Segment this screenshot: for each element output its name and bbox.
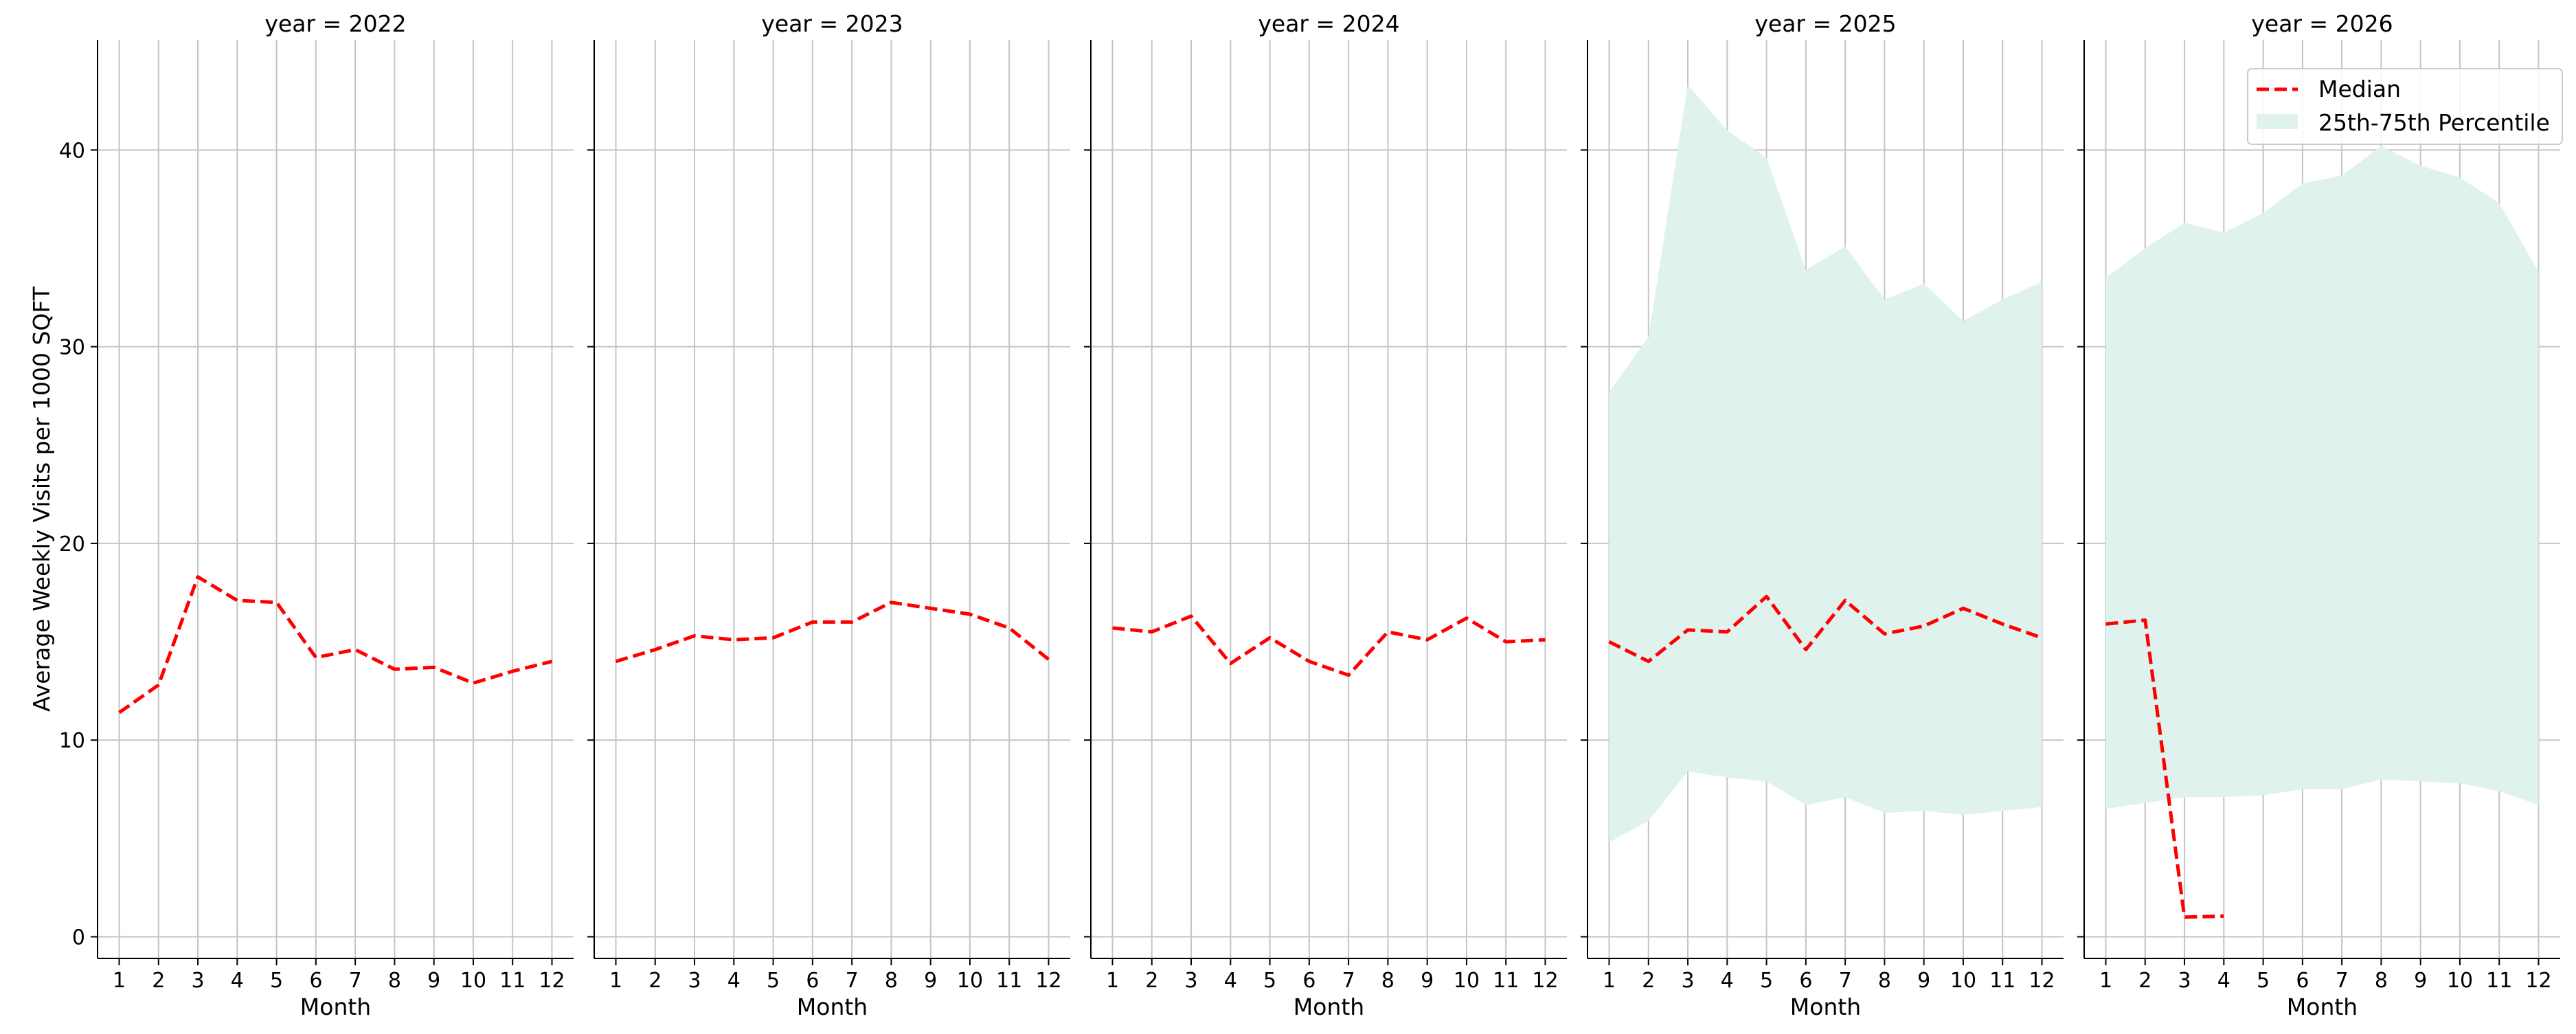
median-line — [1112, 614, 1546, 677]
median-line — [615, 600, 1050, 664]
x-tick-label: 7 — [2336, 969, 2349, 993]
x-tick-label: 7 — [349, 969, 362, 993]
x-axis-label: Month — [300, 993, 371, 1020]
x-tick-label: 9 — [1421, 969, 1434, 993]
x-tick-label: 12 — [2029, 969, 2055, 993]
x-tick-label: 6 — [1799, 969, 1812, 993]
x-tick-label: 2 — [648, 969, 662, 993]
x-tick-label: 12 — [1035, 969, 1061, 993]
x-tick-label: 7 — [1342, 969, 1355, 993]
x-tick-label: 7 — [846, 969, 859, 993]
x-tick-label: 12 — [1532, 969, 1558, 993]
x-tick-label: 8 — [1878, 969, 1891, 993]
legend: Median 25th-75th Percentile — [2247, 68, 2563, 145]
legend-box — [2247, 68, 2563, 145]
panel-title: year = 2025 — [1754, 10, 1896, 37]
x-tick-label: 9 — [2414, 969, 2427, 993]
x-axis-label: Month — [1293, 993, 1364, 1020]
median-line — [1608, 594, 2043, 664]
x-tick-label: 9 — [1917, 969, 1930, 993]
legend-band-label: 25th-75th Percentile — [2318, 109, 2550, 136]
x-tick-label: 3 — [688, 969, 701, 993]
x-tick-label: 1 — [1106, 969, 1119, 993]
panel-title: year = 2026 — [2251, 10, 2393, 37]
x-tick-label: 10 — [1454, 969, 1480, 993]
median-line — [2105, 618, 2224, 919]
x-tick-label: 10 — [2447, 969, 2473, 993]
x-axis-label: Month — [2287, 993, 2358, 1020]
y-tick-label: 0 — [72, 926, 85, 950]
x-tick-label: 4 — [727, 969, 741, 993]
x-tick-label: 3 — [1184, 969, 1197, 993]
x-tick-label: 4 — [1721, 969, 1734, 993]
x-tick-label: 4 — [1224, 969, 1237, 993]
x-tick-label: 2 — [1145, 969, 1158, 993]
median-line — [118, 575, 553, 715]
x-tick-label: 11 — [2486, 969, 2512, 993]
x-tick-label: 10 — [1950, 969, 1976, 993]
x-tick-label: 9 — [924, 969, 937, 993]
x-tick-label: 3 — [191, 969, 204, 993]
percentile-band — [1609, 85, 2042, 843]
x-tick-label: 10 — [957, 969, 983, 993]
percentile-band — [2105, 146, 2539, 809]
x-tick-label: 4 — [231, 969, 244, 993]
x-tick-label: 6 — [309, 969, 322, 993]
legend-band-swatch — [2257, 114, 2298, 129]
y-axis-label: Average Weekly Visits per 1000 SQFT — [28, 286, 55, 712]
x-tick-label: 11 — [1493, 969, 1519, 993]
x-axis-label: Month — [797, 993, 868, 1020]
legend-median-label: Median — [2318, 76, 2401, 102]
x-tick-label: 1 — [113, 969, 126, 993]
x-tick-label: 8 — [388, 969, 401, 993]
x-tick-label: 2 — [1642, 969, 1655, 993]
x-tick-label: 6 — [806, 969, 819, 993]
x-tick-label: 11 — [499, 969, 526, 993]
x-tick-label: 6 — [2296, 969, 2309, 993]
x-tick-label: 11 — [1989, 969, 2015, 993]
x-tick-label: 9 — [427, 969, 440, 993]
x-tick-label: 7 — [1839, 969, 1852, 993]
y-tick-label: 40 — [59, 139, 85, 163]
x-axis-label: Month — [1790, 993, 1861, 1020]
x-tick-label: 3 — [2178, 969, 2191, 993]
x-tick-label: 5 — [1263, 969, 1276, 993]
panel-title: year = 2023 — [761, 10, 903, 37]
x-tick-label: 5 — [767, 969, 780, 993]
panel-title: year = 2024 — [1258, 10, 1399, 37]
panel-title: year = 2022 — [264, 10, 406, 37]
x-tick-label: 1 — [1603, 969, 1616, 993]
x-tick-label: 1 — [609, 969, 622, 993]
x-tick-label: 12 — [2525, 969, 2551, 993]
x-tick-label: 2 — [152, 969, 165, 993]
x-tick-label: 12 — [539, 969, 565, 993]
y-tick-label: 20 — [59, 532, 85, 557]
x-tick-label: 8 — [1381, 969, 1394, 993]
x-tick-label: 5 — [2257, 969, 2270, 993]
x-tick-label: 8 — [2375, 969, 2388, 993]
y-tick-label: 30 — [59, 336, 85, 360]
x-tick-label: 2 — [2138, 969, 2151, 993]
x-tick-label: 5 — [1760, 969, 1773, 993]
x-tick-label: 5 — [270, 969, 283, 993]
y-tick-label: 10 — [59, 729, 85, 753]
x-tick-label: 11 — [996, 969, 1022, 993]
x-tick-label: 4 — [2217, 969, 2230, 993]
x-tick-label: 6 — [1302, 969, 1315, 993]
x-tick-label: 8 — [885, 969, 898, 993]
x-tick-label: 1 — [2099, 969, 2112, 993]
x-tick-label: 10 — [460, 969, 486, 993]
x-tick-label: 3 — [1681, 969, 1694, 993]
